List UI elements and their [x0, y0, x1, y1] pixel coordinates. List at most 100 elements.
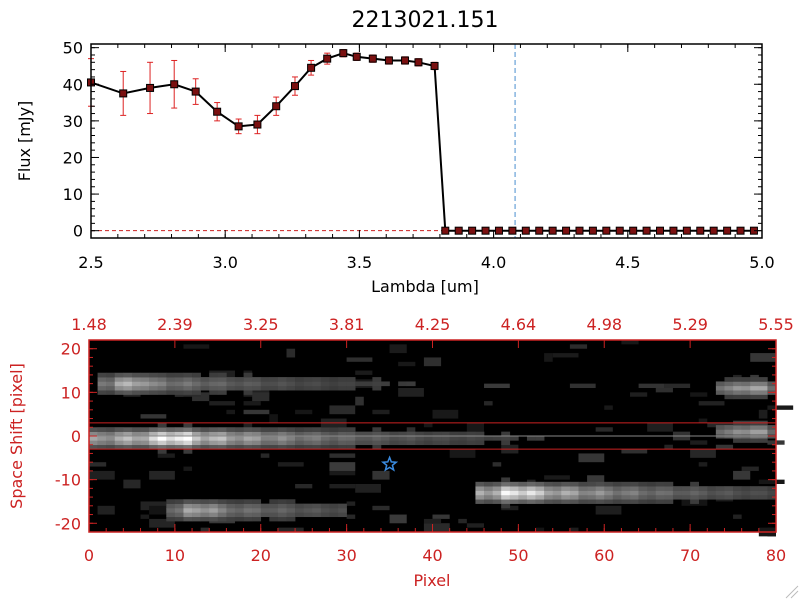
noise-pixel: [698, 462, 708, 467]
noise-pixel: [157, 453, 175, 458]
noise-pixel: [346, 357, 373, 362]
flux-data-point: [307, 63, 316, 72]
noise-pixel: [758, 479, 785, 484]
flux-data-point: [339, 49, 348, 58]
flux-data-point: [656, 226, 665, 235]
noise-pixel: [733, 514, 742, 519]
emission-streak: [715, 377, 777, 400]
spectrum-ticks: 2.5 3.0 3.5 4.0 4.5 5.0 0 10 20 30 40 50: [63, 39, 775, 272]
flux-data-point: [615, 226, 624, 235]
wavelength-tick-label: 4.98: [586, 315, 622, 334]
noise-pixel: [552, 353, 579, 358]
noise-pixel: [758, 409, 768, 419]
flux-data-point: [562, 226, 571, 235]
noise-pixel: [252, 392, 270, 402]
flux-data-point: [253, 120, 262, 129]
noise-pixel: [355, 370, 373, 375]
noise-pixel: [389, 344, 407, 354]
x-tick-label: 4.5: [615, 253, 640, 272]
noise-pixel: [423, 518, 442, 524]
flux-data-point: [481, 226, 490, 235]
flux-data-point: [368, 54, 377, 63]
wavelength-tick-label: 4.25: [415, 315, 451, 334]
flux-data-point: [323, 54, 332, 63]
space-shift-tick-label: 20: [61, 340, 81, 359]
flux-data-point: [430, 61, 439, 70]
space-shift-tick-label: -10: [55, 471, 81, 490]
noise-pixel: [587, 475, 605, 484]
y-tick-label: 30: [63, 112, 83, 131]
noise-pixel: [89, 470, 115, 480]
space-shift-tick-label: 10: [61, 383, 81, 402]
flux-data-point: [191, 87, 200, 96]
flux-data-point: [736, 226, 745, 235]
resize-grip-icon[interactable]: [785, 585, 799, 599]
noise-pixel: [346, 501, 356, 506]
noise-pixel: [630, 392, 648, 397]
noise-pixel: [698, 418, 708, 423]
noise-pixel: [423, 357, 442, 367]
pixel-tick-label: 0: [84, 546, 94, 565]
noise-pixel: [449, 449, 476, 458]
noise-pixel: [260, 453, 270, 458]
noise-pixel: [183, 344, 210, 349]
noise-pixel: [569, 527, 579, 532]
flux-data-point: [454, 226, 463, 235]
noise-pixel: [458, 518, 467, 524]
noise-pixel: [595, 505, 622, 515]
noise-pixel: [733, 470, 751, 480]
noise-pixel: [569, 383, 596, 388]
y-tick-label: 10: [63, 185, 83, 204]
x-tick-label: 2.5: [78, 253, 103, 272]
noise-pixel: [389, 514, 407, 524]
emission-streak: [166, 499, 347, 522]
noise-pixel: [423, 422, 433, 428]
emission-streak: [97, 372, 416, 395]
noise-pixel: [621, 340, 639, 345]
pixel-tick-label: 10: [165, 546, 185, 565]
flux-data-point: [272, 102, 281, 111]
flux-data-point: [414, 58, 423, 67]
image-features: [89, 340, 794, 537]
flux-data-point: [575, 226, 584, 235]
flux-data-point: [669, 226, 678, 235]
noise-pixel: [243, 401, 261, 406]
wavelength-tick-label: 1.48: [71, 315, 107, 334]
noise-pixel: [200, 527, 210, 532]
noise-pixel: [183, 466, 193, 471]
noise-pixel: [423, 523, 450, 532]
x-tick-label: 3.0: [212, 253, 237, 272]
spectrum-marks: [87, 44, 762, 238]
flux-data-point: [234, 122, 243, 131]
pixel-tick-label: 30: [336, 546, 356, 565]
noise-pixel: [140, 514, 150, 519]
noise-pixel: [286, 348, 296, 358]
noise-pixel: [243, 409, 270, 415]
image-plot-frame: [88, 339, 777, 533]
flux-data-point: [723, 226, 732, 235]
noise-pixel: [484, 401, 493, 406]
noise-pixel: [329, 462, 356, 471]
noise-pixel: [372, 505, 390, 511]
wavelength-tick-label: 4.64: [501, 315, 537, 334]
noise-pixel: [226, 409, 235, 415]
noise-pixel: [97, 505, 115, 515]
image-ticks: 0 10 20 30 40 50 60 70 80 1.48 2.39 3.25 3.81 4.25 4.6…: [55, 315, 794, 565]
wavelength-tick-label: 5.55: [758, 315, 794, 334]
figure-title: 2213021.151: [352, 8, 499, 33]
flux-data-point: [629, 226, 638, 235]
spatial-image-chart: 0 10 20 30 40 50 60 70 80 1.48 2.39 3.25 3.81 4.25 4.6…: [7, 315, 794, 590]
noise-pixel: [492, 462, 502, 467]
noise-pixel: [209, 401, 235, 406]
spectrum-y-axis-label: Flux [mJy]: [15, 101, 34, 182]
noise-pixel: [595, 427, 613, 432]
y-tick-label: 20: [63, 148, 83, 167]
noise-pixel: [346, 514, 356, 519]
noise-pixel: [578, 453, 605, 463]
wavelength-tick-label: 3.81: [329, 315, 365, 334]
space-shift-tick-label: -20: [55, 514, 81, 533]
flux-data-point: [290, 82, 299, 91]
noise-pixel: [466, 523, 485, 528]
noise-pixel: [535, 527, 545, 532]
flux-data-point: [696, 226, 705, 235]
